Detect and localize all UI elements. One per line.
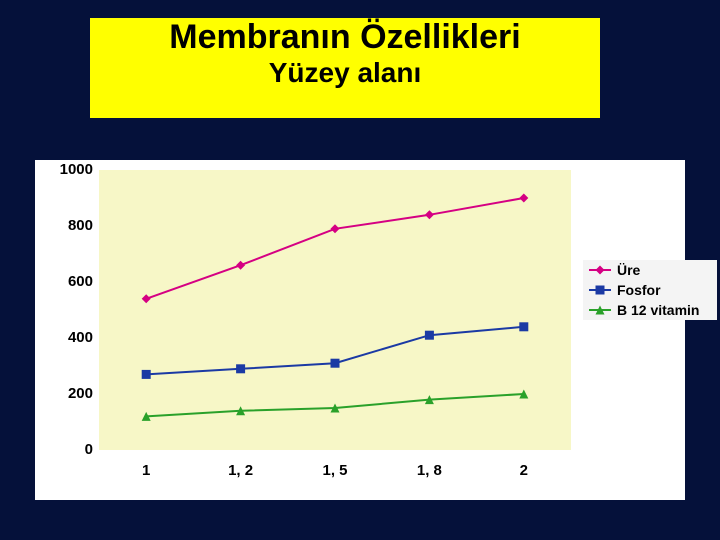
title-box: Membranın Özellikleri Yüzey alanı: [90, 18, 600, 118]
legend-swatch: [589, 303, 611, 317]
series-marker: [142, 370, 151, 379]
legend-label: Üre: [617, 262, 640, 278]
series-marker: [519, 194, 528, 203]
legend-item: B 12 vitamin: [583, 300, 717, 320]
x-tick-label: 2: [494, 462, 554, 479]
title-sub: Yüzey alanı: [90, 57, 600, 89]
x-tick-label: 1, 8: [399, 462, 459, 479]
x-tick-label: 1: [116, 462, 176, 479]
series-marker: [425, 331, 434, 340]
series-line: [146, 198, 524, 299]
legend-swatch: [589, 283, 611, 297]
series-marker: [236, 364, 245, 373]
legend-item: Fosfor: [583, 280, 717, 300]
y-tick-label: 200: [68, 385, 93, 402]
series-marker: [142, 294, 151, 303]
y-tick-label: 1000: [60, 161, 93, 178]
series-marker: [331, 224, 340, 233]
legend-label: B 12 vitamin: [617, 302, 699, 318]
legend: Üre Fosfor B 12 vitamin: [583, 260, 717, 320]
y-tick-label: 0: [85, 441, 93, 458]
x-tick-label: 1, 5: [305, 462, 365, 479]
y-tick-label: 600: [68, 273, 93, 290]
plot-area: [99, 170, 571, 450]
title-main: Membranın Özellikleri: [90, 18, 600, 57]
series-marker: [236, 261, 245, 270]
series-marker: [425, 210, 434, 219]
chart-container: 0 200 400 600 800 1000 1 1, 2 1, 5 1, 8 2 Üre Fosf…: [35, 160, 685, 500]
slide: Membranın Özellikleri Yüzey alanı 0 200 40…: [0, 0, 720, 540]
legend-item: Üre: [583, 260, 717, 280]
series-marker: [519, 322, 528, 331]
series-marker: [331, 359, 340, 368]
line-chart: [99, 170, 571, 450]
legend-label: Fosfor: [617, 282, 661, 298]
y-tick-label: 800: [68, 217, 93, 234]
x-tick-label: 1, 2: [211, 462, 271, 479]
legend-swatch: [589, 263, 611, 277]
y-tick-label: 400: [68, 329, 93, 346]
